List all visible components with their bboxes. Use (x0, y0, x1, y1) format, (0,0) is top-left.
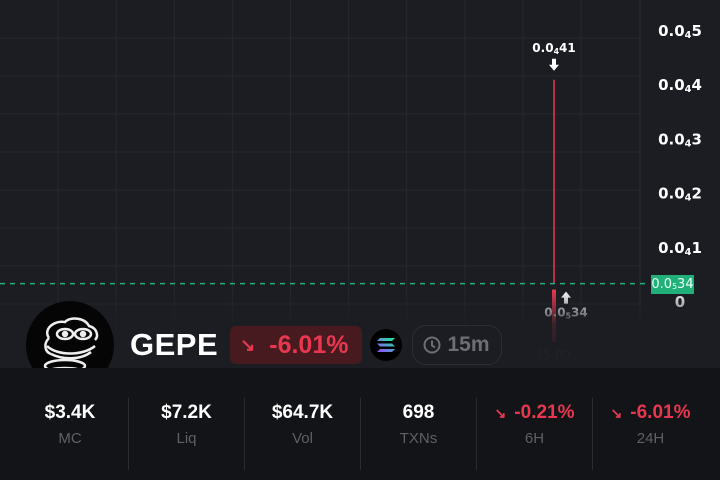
stat-label: TXNs (399, 430, 438, 447)
token-name: GEPE (130, 327, 219, 362)
stats-bar: $3.4K MC $7.2K Liq $64.7K Vol 698 TXNs ↘ -0.21% 6H… (0, 368, 720, 480)
stat-label: Liq (176, 430, 197, 447)
price-tick-label: 0.042 (658, 185, 702, 204)
stat-value-text: 698 (402, 402, 435, 423)
high-marker-label: 0.0441 (532, 41, 575, 56)
arrow-down-right-icon: ↘ (240, 334, 256, 355)
current-price-label: 0.0534 (651, 277, 694, 292)
plot-area (0, 0, 640, 342)
stat-value: 698 (403, 402, 435, 424)
current-price-tag: 0.0534 (651, 275, 694, 294)
stat-label: 6H (524, 430, 545, 447)
timeframe-value: 15m (447, 333, 490, 356)
price-tick-label: 0.044 (658, 76, 702, 95)
solana-icon (370, 329, 403, 361)
stat-label: MC (58, 430, 82, 447)
stat-vol: $64.7K Vol (244, 398, 360, 470)
stat-value-text: -6.01% (630, 402, 691, 423)
stat-value: ↘ -0.21% (495, 402, 575, 424)
price-change-badge: ↘ -6.01% (230, 326, 363, 364)
arrow-down-icon (549, 58, 559, 71)
stat-value: $3.4K (45, 402, 96, 424)
timeframe-selector[interactable]: 15m (412, 325, 502, 365)
stat-value: ↘ -6.01% (611, 402, 691, 424)
stat-liq: $7.2K Liq (128, 398, 244, 470)
stat-value-text: $3.4K (44, 402, 96, 423)
stat-label: Vol (292, 430, 313, 447)
stat-24h: ↘ -6.01% 24H (592, 398, 708, 470)
stat-value-text: $7.2K (161, 402, 212, 423)
price-change-value: -6.01% (269, 330, 349, 359)
stat-mc: $3.4K MC (12, 398, 128, 470)
clock-icon (423, 336, 441, 354)
stat-value-text: $64.7K (271, 402, 334, 423)
price-tick-label: 0.043 (658, 130, 702, 149)
price-tick-label: 0.041 (658, 239, 702, 258)
stat-6h: ↘ -0.21% 6H (476, 398, 592, 470)
stat-value-text: -0.21% (514, 402, 575, 423)
stat-value: $7.2K (161, 402, 212, 424)
stat-label: 24H (636, 430, 665, 447)
stat-txns: 698 TXNs (360, 398, 476, 470)
stat-value: $64.7K (272, 402, 333, 424)
price-tick-label: 0.045 (658, 22, 702, 41)
arrow-down-right-icon: ↘ (610, 404, 623, 421)
arrow-down-right-icon: ↘ (494, 404, 507, 421)
